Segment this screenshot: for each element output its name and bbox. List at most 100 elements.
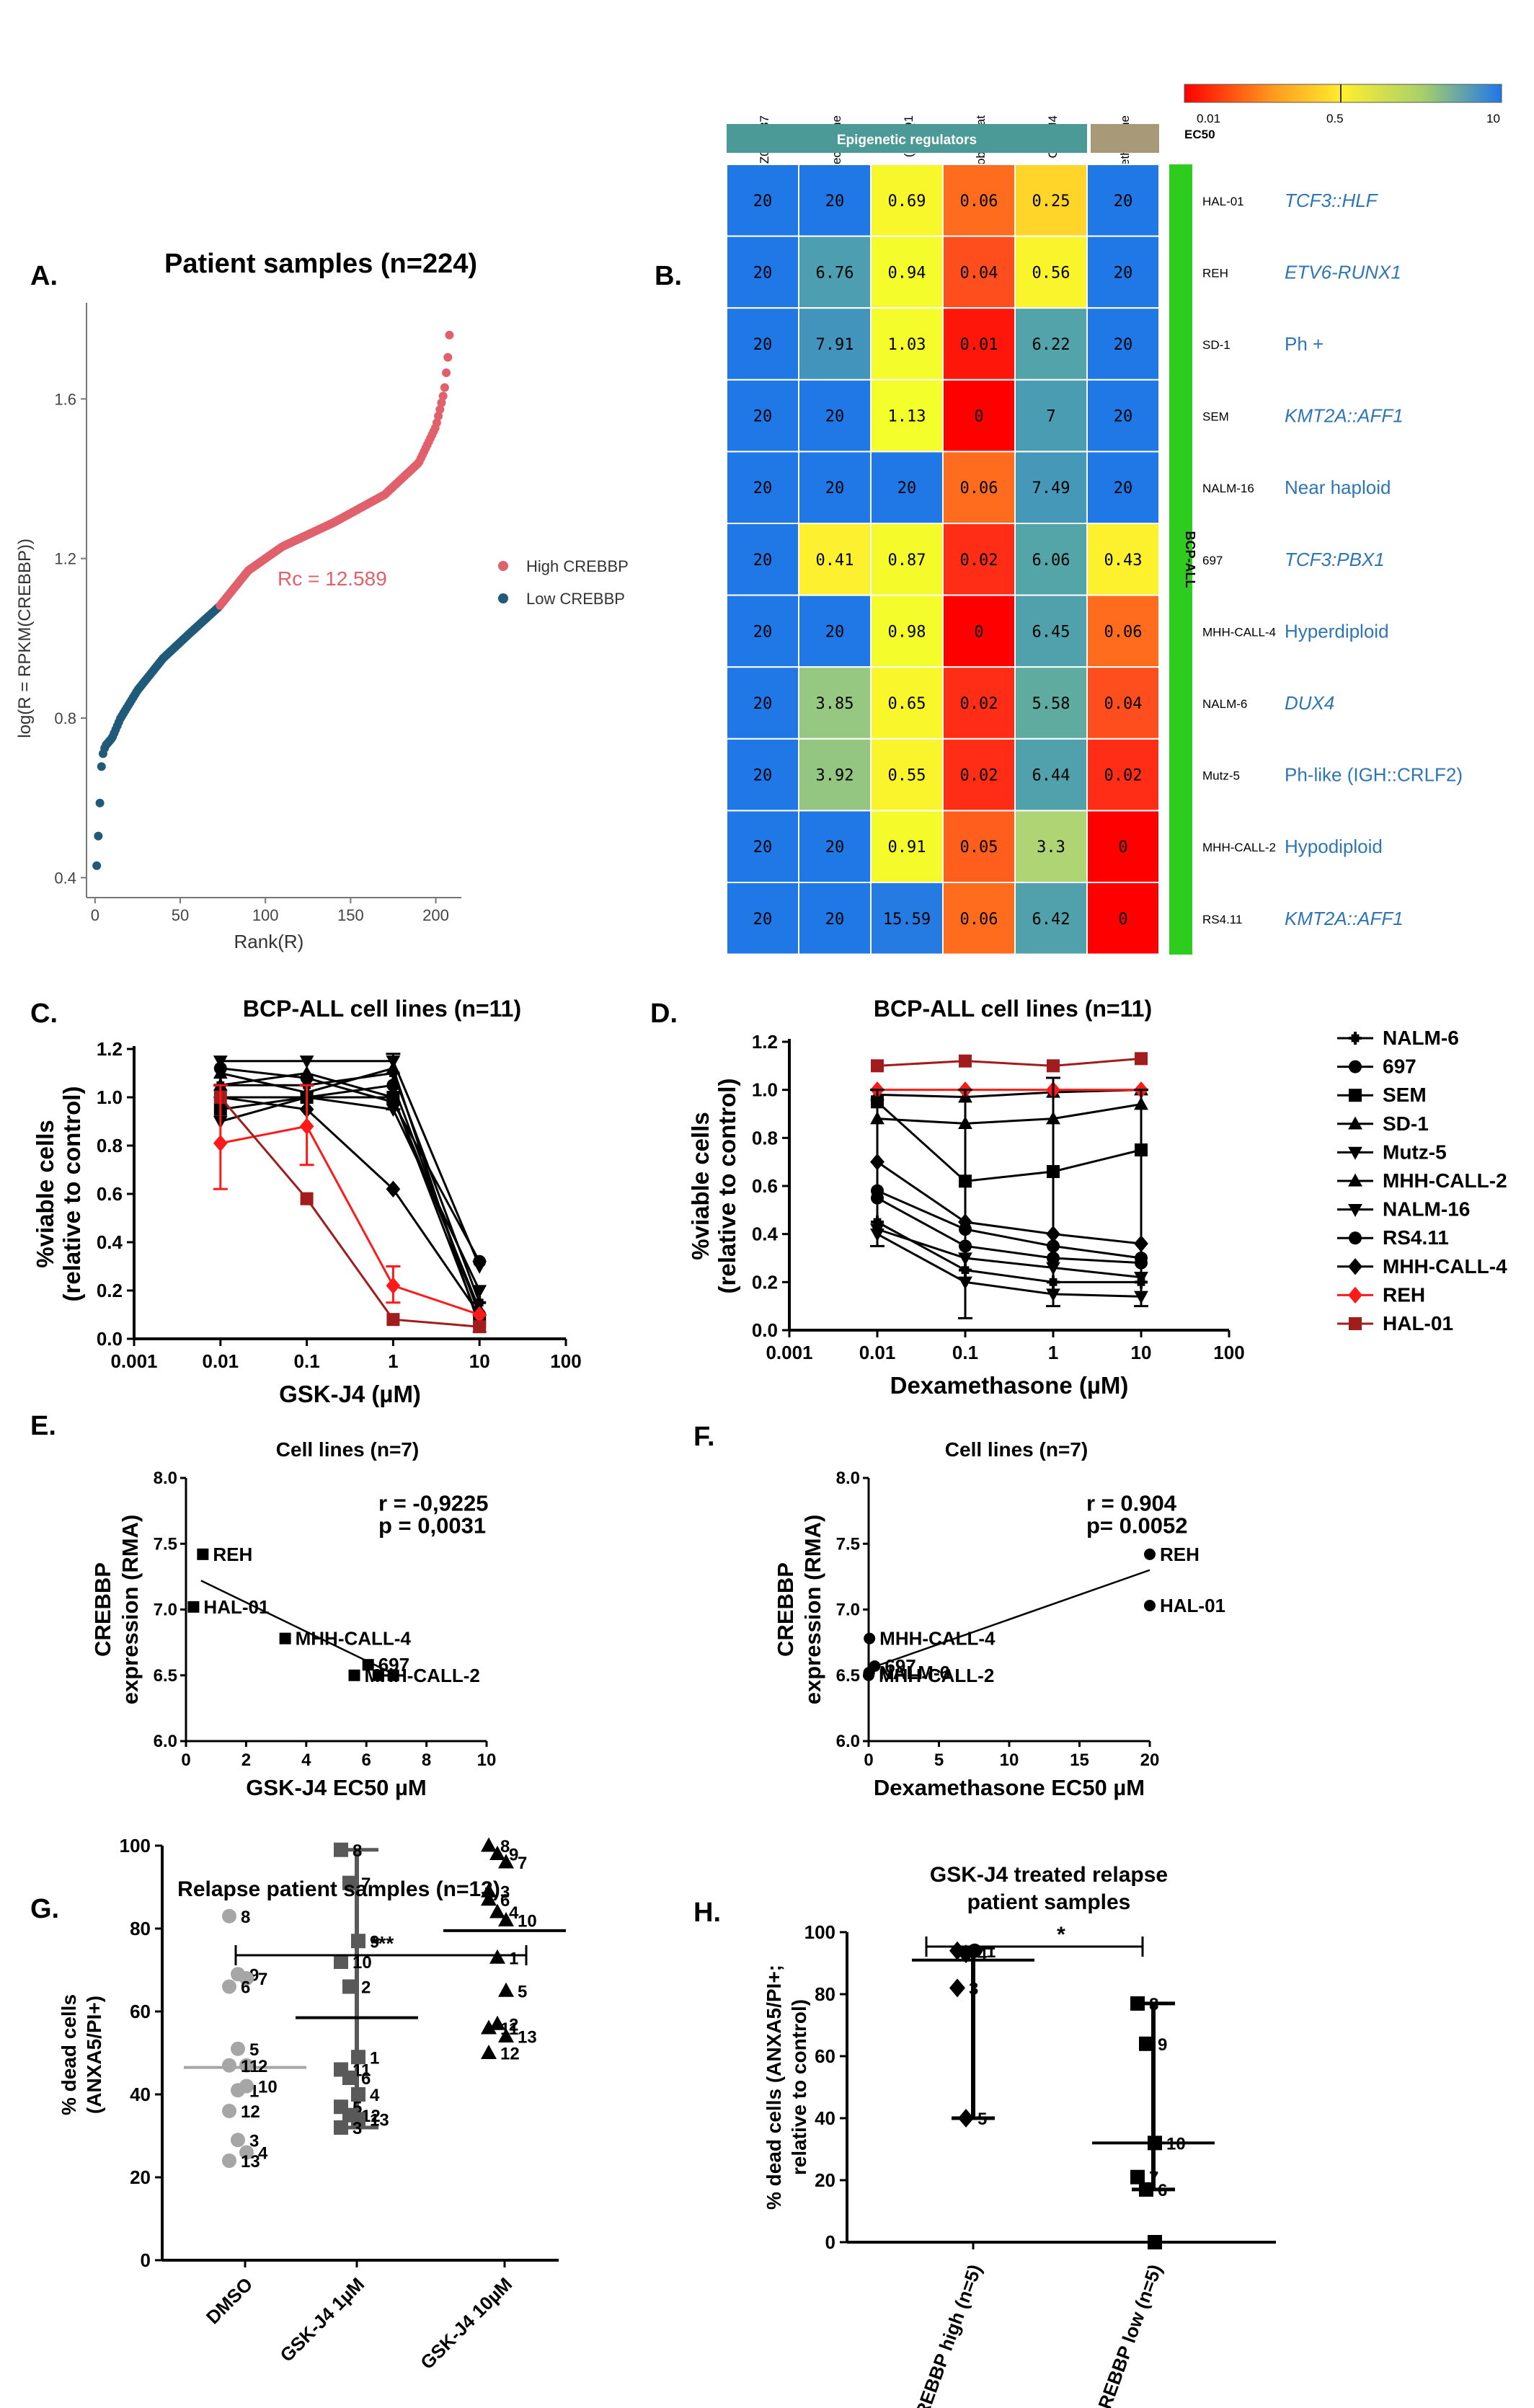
series-line-nalm-16	[877, 1228, 1142, 1279]
panel-a-xtick-label: 50	[172, 906, 189, 924]
series-line-697	[877, 1190, 1142, 1260]
epigenetic-regulators-bar	[727, 124, 1087, 153]
panel-a-point	[94, 831, 103, 841]
heatmap-cell	[1014, 738, 1088, 812]
heatmap-cell	[942, 523, 1016, 596]
point-id: 10	[1166, 2134, 1186, 2154]
y-label-line1: CREBBP	[90, 1562, 115, 1657]
heatmap-cell-value: 20	[825, 192, 845, 211]
heatmap-cell-value: 20	[753, 336, 773, 354]
point-id: 13	[518, 2028, 537, 2048]
point-label-nalm-6: NALM-6	[879, 1662, 950, 1683]
heatmap-cell-value: 20	[825, 838, 845, 856]
point-id: 9	[1158, 2035, 1167, 2055]
point-id: 8	[353, 1841, 362, 1861]
data-point-nalm-16	[299, 1055, 314, 1069]
heatmap-cell	[870, 882, 944, 955]
y-tick-label: 20	[815, 2169, 835, 2191]
panel-f-stat-p: p= 0.0052	[1086, 1513, 1187, 1539]
data-point	[239, 2145, 254, 2160]
series-line-mhh-call-2	[220, 1066, 481, 1327]
heatmap-cell-value: 0.65	[888, 695, 926, 713]
y-tick-label: 0.2	[97, 1280, 123, 1301]
point-id: 2	[509, 2015, 518, 2035]
y-tick-label: 0.8	[97, 1135, 123, 1156]
heatmap-cell	[798, 307, 872, 381]
data-point	[342, 1875, 357, 1890]
y-tick-label: 60	[815, 2045, 835, 2067]
heatmap-cell-value: 0.06	[960, 479, 998, 497]
heatmap-cell-value: 6.22	[1032, 336, 1070, 354]
heatmap-cell	[870, 164, 944, 237]
panel-a-xtick-label: 100	[252, 906, 279, 924]
data-point	[864, 1632, 876, 1645]
data-point	[231, 2133, 245, 2148]
data-point	[197, 1548, 209, 1560]
row-subtype-hypodiploid: Hypodiploid	[1285, 836, 1383, 857]
point-id: 2	[258, 2057, 267, 2076]
heatmap-cell	[726, 738, 799, 812]
heatmap-cell-value: 3.92	[816, 767, 854, 785]
x-tick-label: 0.001	[110, 1350, 157, 1372]
series-line-mhh-call-4	[220, 1096, 481, 1316]
x-tick-label: 8	[422, 1750, 431, 1770]
y-label-line1: %viable cells	[687, 1112, 714, 1260]
point-id: 7	[258, 1970, 267, 1989]
panel-a-point	[97, 762, 106, 771]
row-label-nalm-6: NALM-6	[1202, 697, 1247, 711]
heatmap-cell	[942, 810, 1016, 884]
row-subtype-tcf3-pbx1: TCF3:PBX1	[1285, 549, 1385, 570]
heatmap-cell	[870, 235, 944, 309]
legend-marker-697	[1349, 1060, 1362, 1074]
data-point	[342, 2071, 357, 2085]
heatmap-cell-value: 0	[1118, 911, 1127, 929]
panel-d-letter: D.	[650, 999, 678, 1029]
y-tick-label: 0	[141, 2249, 151, 2271]
row-label-nalm-16: NALM-16	[1202, 482, 1254, 495]
panel-e-x-label: GSK-J4 EC50 µM	[246, 1775, 426, 1800]
panel-a-legend-low-marker	[498, 593, 508, 603]
y-tick-label: 6.0	[836, 1732, 860, 1751]
heatmap-cell	[798, 738, 872, 812]
series-line-rs4-11	[877, 1197, 1142, 1265]
heatmap-cell	[870, 666, 944, 740]
panel-a-legend-high-marker	[498, 561, 508, 571]
legend-marker-nalm-6	[1349, 1032, 1362, 1045]
y-label-line2: (relative to control)	[714, 1079, 740, 1294]
legend-label-nalm-6: NALM-6	[1383, 1027, 1459, 1049]
series-line-rs4-11	[220, 1067, 481, 1262]
y-tick-label: 20	[130, 2166, 151, 2188]
data-point	[222, 2058, 236, 2073]
data-point	[231, 2041, 245, 2056]
panel-a-xtick-label: 150	[337, 906, 364, 924]
panel-a-point	[445, 330, 454, 340]
data-point	[351, 2087, 365, 2102]
heatmap-cell-value: 6.42	[1032, 911, 1070, 929]
panel-a-letter: A.	[30, 261, 58, 291]
series-line-sem	[876, 1101, 1142, 1182]
y-tick-label: 0.0	[97, 1328, 123, 1350]
row-subtype-etv6-runx1: ETV6-RUNX1	[1285, 261, 1401, 283]
point-id: 4	[258, 2144, 268, 2164]
data-point	[1130, 1996, 1145, 2011]
panel-e-stat-p: p = 0,0031	[378, 1513, 486, 1539]
row-label-rs4-11: RS4.11	[1202, 913, 1242, 926]
x-tick-label: 100	[1213, 1342, 1244, 1363]
panel-a-point	[92, 861, 102, 870]
heatmap-cell-value: 6.45	[1032, 623, 1070, 641]
point-label-hal-01: HAL-01	[1160, 1595, 1225, 1616]
point-id: 3	[249, 2131, 259, 2151]
panel-a-ytick-label: 0.4	[54, 869, 76, 887]
data-point-rs4-11	[213, 1061, 227, 1075]
x-tick-label: 0.001	[766, 1342, 812, 1363]
data-point	[222, 1908, 236, 1924]
y-tick-label: 0	[825, 2231, 835, 2253]
data-point	[489, 1903, 505, 1918]
y-label-line1: CREBBP	[773, 1562, 798, 1657]
y-tick-label: 60	[130, 2001, 151, 2022]
data-point	[489, 1846, 505, 1860]
heatmap-cell	[1086, 738, 1160, 812]
x-tick-label: 4	[301, 1750, 311, 1770]
row-subtype-tcf3-hlf: TCF3::HLF	[1285, 190, 1379, 211]
